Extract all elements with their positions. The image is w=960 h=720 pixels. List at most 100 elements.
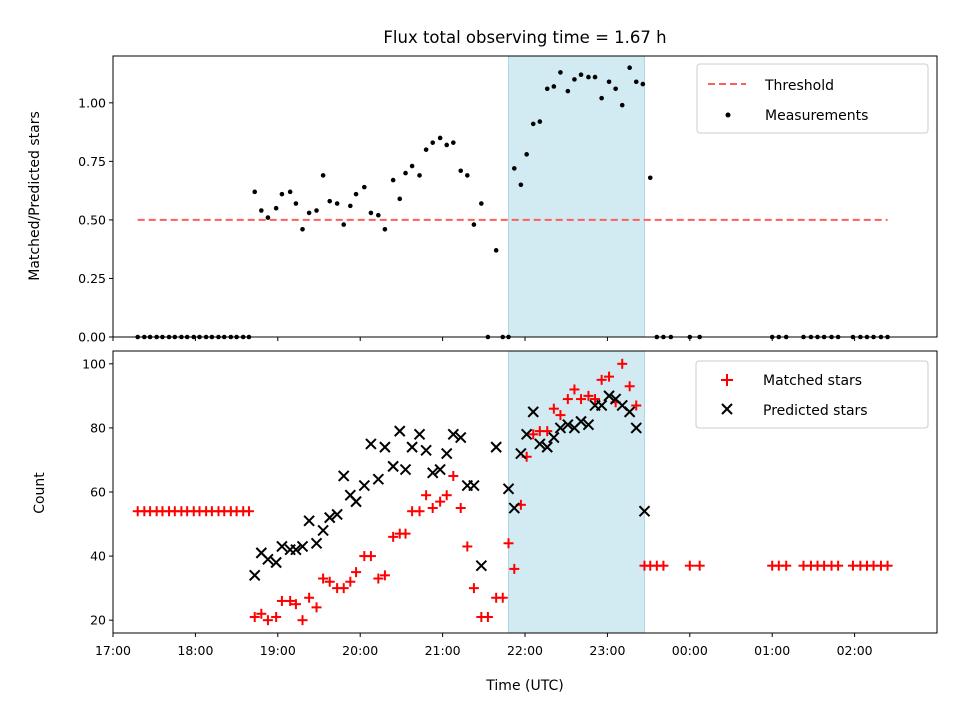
matched-star-point [271, 611, 282, 622]
matched-star-point [631, 400, 642, 411]
measurement-point [368, 210, 374, 216]
matched-star-point [596, 374, 607, 385]
matched-star-point [590, 394, 601, 405]
matched-star-point [658, 560, 669, 571]
matched-star-point [583, 390, 594, 401]
x-tick-label: 23:00 [589, 643, 625, 658]
matched-star-point [555, 410, 566, 421]
predicted-star-point [562, 418, 574, 431]
matched-star-point [427, 503, 438, 514]
measurement-point [353, 191, 359, 197]
predicted-star-point [365, 438, 377, 450]
matched-star-point [388, 531, 399, 542]
predicted-star-point [270, 556, 282, 569]
measurement-point [341, 222, 347, 227]
predicted-star-points [249, 390, 651, 582]
predicted-star-point [358, 479, 371, 492]
top-x-ticks [112, 337, 856, 341]
measurement-point [511, 166, 517, 171]
matched-star-point [421, 490, 432, 501]
chart-title: Flux total observing time = 1.67 h [383, 28, 666, 47]
matched-star-point [324, 576, 335, 587]
x-tick-label: 17:00 [95, 643, 131, 658]
bottom-x-ticks: 17:00 18:00 19:00 20:00 21:00 22:00 23:00 00:00… [95, 633, 873, 658]
measurement-point [640, 81, 646, 87]
predicted-star-point [603, 390, 615, 402]
measurement-point [430, 140, 436, 145]
matched-star-point [882, 560, 893, 571]
top-y-ticks: 0.00 0.25 0.50 0.75 1.00 [78, 95, 113, 345]
predicted-star-point [420, 444, 432, 457]
measurement-point [397, 196, 403, 202]
x-tick-label: 19:00 [260, 643, 296, 658]
matched-star-point [781, 560, 792, 571]
predicted-star-point [455, 431, 467, 444]
legend-measurements-swatch [725, 112, 731, 118]
predicted-star-point [630, 422, 642, 434]
bottom-y-axis-label: Count [32, 472, 48, 514]
predicted-star-point [324, 511, 336, 524]
x-tick-label: 00:00 [672, 643, 708, 658]
predicted-star-point [317, 524, 329, 537]
measurement-point [327, 198, 333, 204]
x-tick-label: 22:00 [507, 643, 543, 658]
matched-star-point [345, 576, 356, 587]
measurement-point [544, 86, 550, 92]
measurement-point [530, 121, 536, 127]
predicted-star-point [520, 428, 533, 441]
x-tick-label: 21:00 [425, 643, 461, 658]
measurement-point [444, 142, 450, 148]
measurement-point [627, 65, 632, 71]
matched-star-point [373, 573, 384, 584]
predicted-star-point [406, 441, 418, 453]
matched-star-point [243, 506, 254, 517]
measurement-point [599, 95, 604, 101]
bottom-legend-box [695, 360, 929, 429]
measurement-point [320, 173, 326, 178]
predicted-star-point [468, 479, 480, 492]
predicted-star-point [387, 460, 399, 473]
predicted-star-point [527, 406, 539, 418]
top-legend-box [696, 63, 929, 134]
legend-matched-swatch [721, 374, 733, 386]
matched-star-point [379, 570, 390, 581]
matched-star-point [441, 490, 452, 501]
predicted-star-point [434, 463, 446, 476]
predicted-star-point [427, 467, 439, 479]
predicted-star-point [296, 540, 309, 553]
measurement-point [518, 182, 524, 188]
predicted-star-point [262, 553, 274, 566]
predicted-star-point [554, 422, 567, 434]
bottom-panel: 20 40 60 80 100 17:00 18:00 19:00 20:00 21:00 22:… [32, 350, 938, 694]
predicted-star-point [372, 473, 385, 485]
measurement-point [382, 226, 388, 232]
predicted-star-point [575, 415, 587, 428]
measurement-point [293, 201, 299, 206]
matched-star-point [285, 595, 296, 606]
matched-star-point [509, 563, 520, 574]
predicted-star-point [502, 483, 515, 495]
y-tick-label: 100 [82, 356, 106, 371]
predicted-star-point [379, 441, 391, 453]
matched-star-point [448, 470, 459, 481]
matched-star-point [497, 592, 508, 603]
predicted-star-point [638, 505, 651, 517]
matched-star-point [576, 394, 587, 405]
y-tick-label: 40 [90, 549, 106, 564]
predicted-star-point [310, 537, 323, 549]
predicted-star-point [595, 399, 608, 412]
measurement-point [633, 79, 639, 85]
predicted-star-point [276, 540, 288, 553]
predicted-star-point [249, 569, 261, 582]
matched-star-points [132, 358, 893, 626]
matched-star-point [528, 429, 539, 440]
predicted-star-point [582, 418, 595, 431]
top-legend: Threshold Measurements [696, 63, 929, 134]
measurement-point [572, 77, 577, 82]
matched-star-point [482, 611, 493, 622]
measurement-point [551, 84, 557, 89]
legend-predicted-label: Predicted stars [763, 403, 868, 419]
legend-predicted-swatch [721, 403, 733, 415]
measurement-point [265, 215, 271, 220]
y-tick-label: 20 [90, 613, 106, 628]
